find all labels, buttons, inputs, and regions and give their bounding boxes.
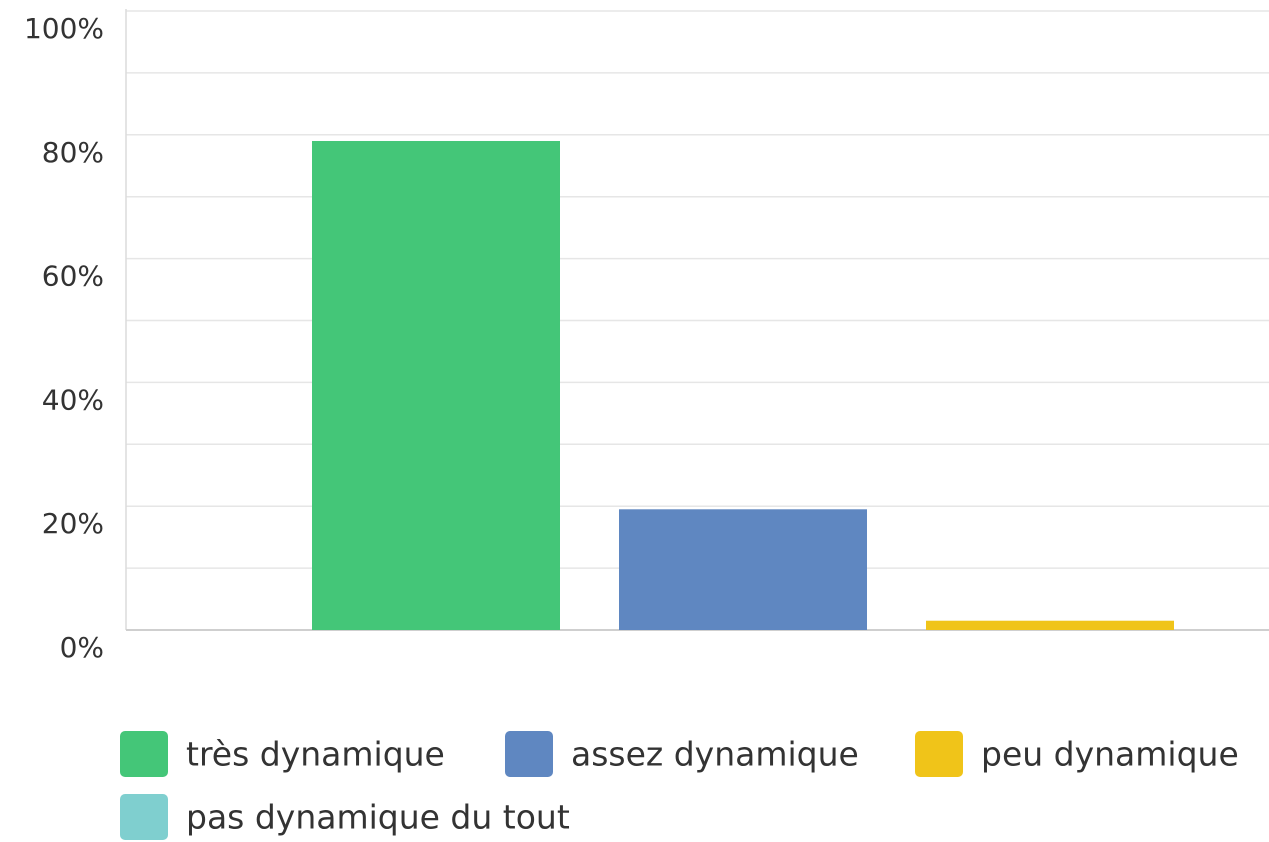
y-tick-label: 80%: [42, 136, 104, 169]
legend-swatch: [120, 794, 168, 840]
legend-swatch: [120, 731, 168, 777]
bar: [619, 509, 867, 630]
bar: [312, 140, 560, 631]
y-tick-label: 20%: [42, 507, 104, 540]
legend-swatch: [505, 731, 553, 777]
y-tick-label: 0%: [60, 631, 104, 664]
legend-label: très dynamique: [186, 735, 445, 774]
legend-label: assez dynamique: [571, 735, 859, 774]
y-tick-label: 60%: [42, 260, 104, 293]
legend-label: peu dynamique: [981, 735, 1239, 774]
y-tick-label: 100%: [24, 12, 104, 45]
legend-swatch: [915, 731, 963, 777]
legend-label: pas dynamique du tout: [186, 798, 570, 837]
y-tick-label: 40%: [42, 383, 104, 416]
bar: [926, 620, 1174, 630]
